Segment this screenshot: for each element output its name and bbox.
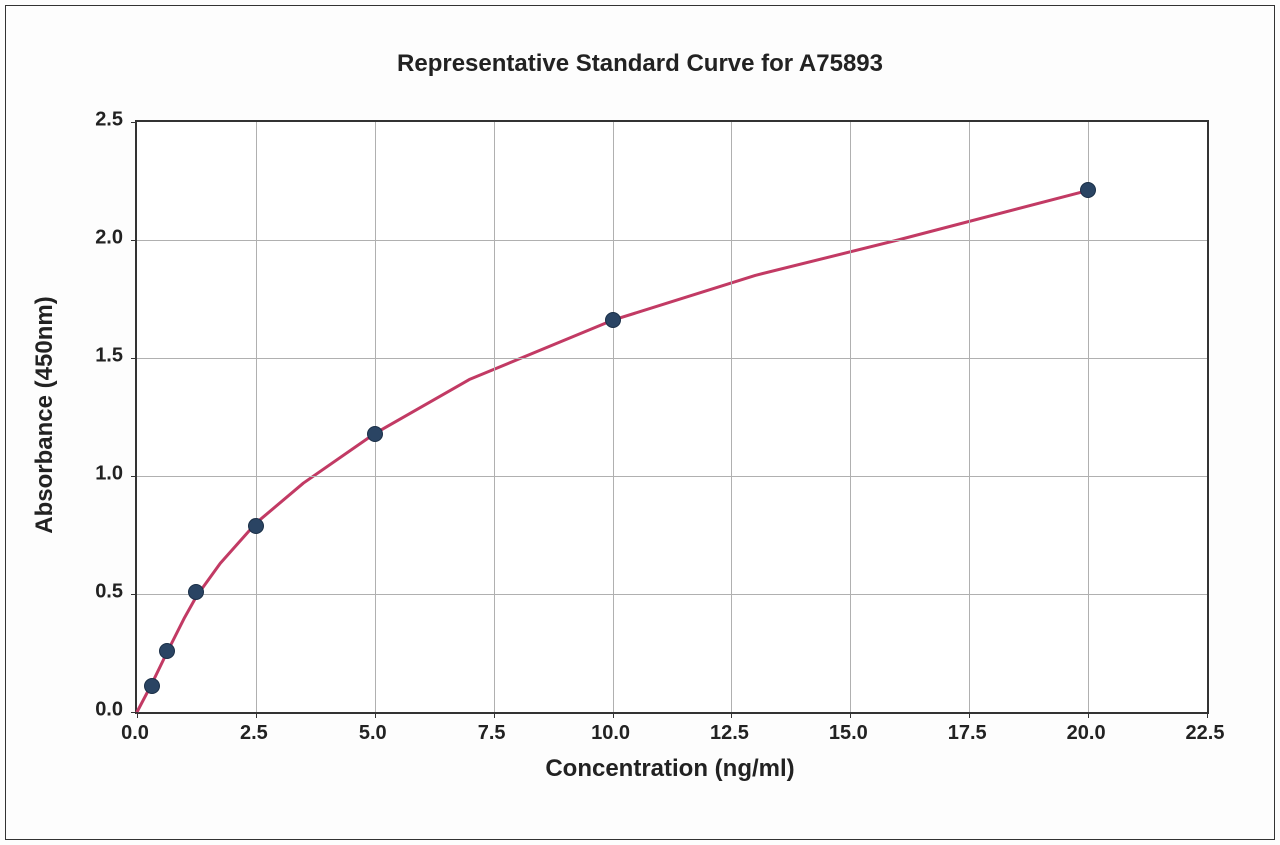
grid-line-horizontal bbox=[137, 594, 1207, 595]
x-tick-label: 0.0 bbox=[121, 722, 149, 745]
chart-title: Representative Standard Curve for A75893 bbox=[0, 50, 1280, 78]
x-tick-label: 15.0 bbox=[829, 722, 868, 745]
curve-line bbox=[137, 122, 1207, 712]
y-tick-mark bbox=[131, 240, 137, 241]
data-point bbox=[188, 584, 204, 600]
x-tick-mark bbox=[969, 712, 970, 718]
y-tick-mark bbox=[131, 594, 137, 595]
grid-line-vertical bbox=[375, 122, 376, 712]
grid-line-vertical bbox=[969, 122, 970, 712]
y-tick-mark bbox=[131, 476, 137, 477]
x-tick-mark bbox=[1207, 712, 1208, 718]
data-point bbox=[1080, 182, 1096, 198]
x-tick-mark bbox=[731, 712, 732, 718]
grid-line-vertical bbox=[256, 122, 257, 712]
x-tick-mark bbox=[375, 712, 376, 718]
y-tick-label: 1.0 bbox=[95, 463, 123, 486]
data-point bbox=[605, 312, 621, 328]
y-tick-label: 2.0 bbox=[95, 227, 123, 250]
x-tick-mark bbox=[850, 712, 851, 718]
x-tick-label: 17.5 bbox=[948, 722, 987, 745]
x-tick-label: 22.5 bbox=[1186, 722, 1225, 745]
y-tick-label: 0.5 bbox=[95, 581, 123, 604]
y-axis-label: Absorbance (450nm) bbox=[31, 296, 59, 533]
grid-line-horizontal bbox=[137, 358, 1207, 359]
grid-line-horizontal bbox=[137, 476, 1207, 477]
data-point bbox=[248, 518, 264, 534]
grid-line-vertical bbox=[731, 122, 732, 712]
grid-line-vertical bbox=[1088, 122, 1089, 712]
grid-line-vertical bbox=[850, 122, 851, 712]
x-axis-label: Concentration (ng/ml) bbox=[545, 755, 794, 783]
x-tick-label: 10.0 bbox=[591, 722, 630, 745]
grid-line-vertical bbox=[494, 122, 495, 712]
y-tick-label: 2.5 bbox=[95, 109, 123, 132]
grid-line-vertical bbox=[613, 122, 614, 712]
x-tick-mark bbox=[613, 712, 614, 718]
data-point bbox=[367, 426, 383, 442]
x-tick-mark bbox=[137, 712, 138, 718]
x-tick-label: 12.5 bbox=[710, 722, 749, 745]
plot-area bbox=[135, 120, 1209, 714]
x-tick-label: 5.0 bbox=[359, 722, 387, 745]
y-tick-mark bbox=[131, 358, 137, 359]
x-tick-label: 20.0 bbox=[1067, 722, 1106, 745]
data-point bbox=[144, 678, 160, 694]
x-tick-mark bbox=[494, 712, 495, 718]
x-tick-mark bbox=[1088, 712, 1089, 718]
y-tick-label: 1.5 bbox=[95, 345, 123, 368]
chart-container: Representative Standard Curve for A75893… bbox=[0, 0, 1280, 845]
x-tick-label: 7.5 bbox=[478, 722, 506, 745]
x-tick-mark bbox=[256, 712, 257, 718]
x-tick-label: 2.5 bbox=[240, 722, 268, 745]
y-tick-mark bbox=[131, 712, 137, 713]
y-tick-mark bbox=[131, 122, 137, 123]
data-point bbox=[159, 643, 175, 659]
y-tick-label: 0.0 bbox=[95, 699, 123, 722]
grid-line-horizontal bbox=[137, 240, 1207, 241]
